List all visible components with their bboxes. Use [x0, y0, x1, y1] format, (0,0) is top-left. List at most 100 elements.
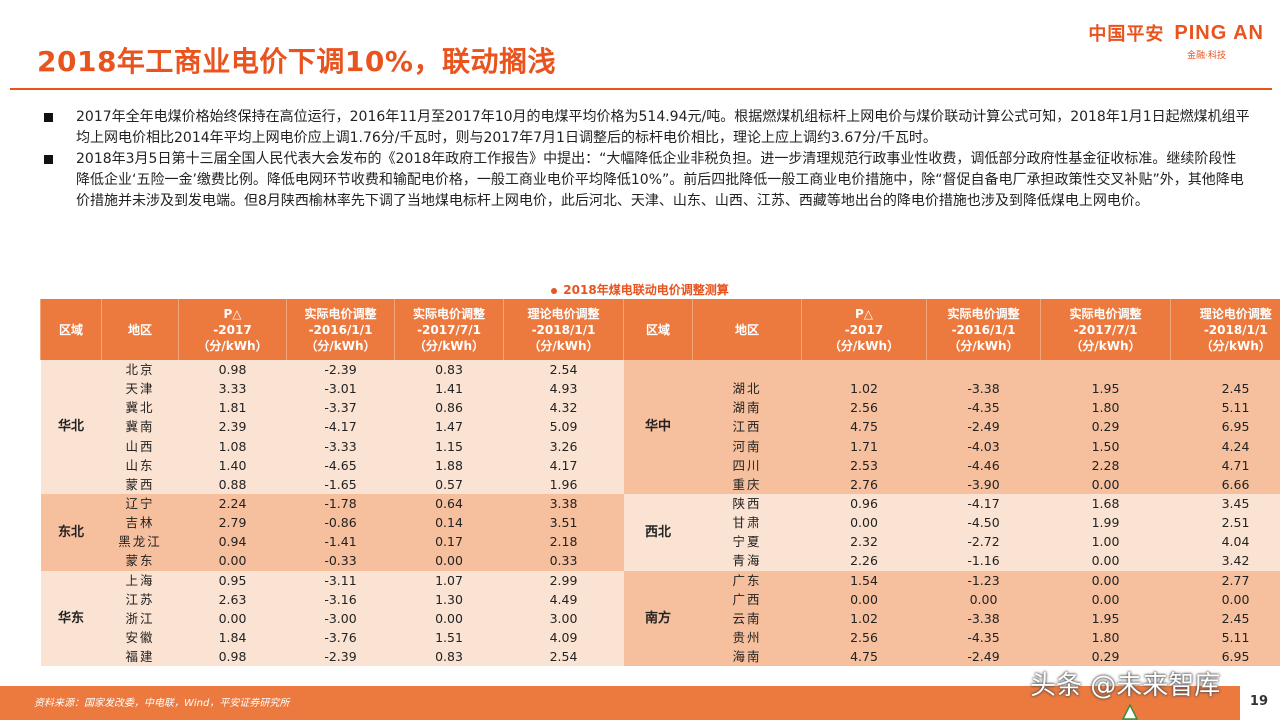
value-cell: 1.88 [394, 455, 504, 475]
value-cell: 1.99 [1040, 513, 1171, 533]
table-row: 冀南 2.39 -4.17 1.47 5.09 江西 4.75 -2.49 0.29 6.95 [41, 417, 1280, 437]
value-cell: 6.95 [1170, 417, 1280, 437]
company-logo: 中国平安 PING AN 金融·科技 [1088, 20, 1264, 62]
value-cell: 1.30 [394, 589, 504, 609]
value-cell: 1.15 [394, 436, 504, 456]
value-cell: -3.90 [926, 474, 1041, 494]
value-cell: 0.83 [394, 360, 504, 380]
value-cell: 0.00 [178, 551, 287, 571]
value-cell: 2.45 [1170, 608, 1280, 628]
value-cell: 3.45 [1170, 493, 1280, 514]
area-cell: 安徽 [101, 627, 179, 648]
table-title: 2018年煤电联动电价调整测算 [0, 281, 1280, 298]
empty-cell [1040, 360, 1171, 380]
region-cell: 东北 [40, 493, 102, 571]
value-cell: 2.54 [503, 360, 624, 380]
value-cell: 1.47 [394, 417, 504, 437]
value-cell: 5.11 [1170, 627, 1280, 648]
table-row: 蒙东 0.00 -0.33 0.00 0.33 青海 2.26 -1.16 0.00 3.42 [41, 551, 1280, 571]
bullet-item: 2017年全年电煤价格始终保持在高位运行，2016年11月至2017年10月的电… [44, 107, 1250, 149]
value-cell: -4.65 [286, 455, 395, 475]
value-cell: 0.00 [1040, 551, 1171, 571]
value-cell: -2.39 [286, 360, 395, 380]
empty-cell [1170, 360, 1280, 380]
value-cell: -2.72 [926, 532, 1041, 552]
area-cell: 重庆 [692, 474, 802, 494]
value-cell: 2.18 [503, 532, 624, 552]
logo-en: PING AN [1174, 21, 1264, 44]
area-cell: 云南 [692, 608, 802, 628]
bullet-list: 2017年全年电煤价格始终保持在高位运行，2016年11月至2017年10月的电… [44, 107, 1250, 212]
bullet-item: 2018年3月5日第十三届全国人民代表大会发布的《2018年政府工作报告》中提出… [44, 149, 1250, 212]
value-cell: 6.66 [1170, 474, 1280, 494]
value-cell: 1.96 [503, 474, 624, 494]
value-cell: 0.96 [801, 493, 927, 514]
value-cell: 4.24 [1170, 436, 1280, 456]
region-cell: 华北 [40, 360, 102, 494]
table-row: 黑龙江 0.94 -1.41 0.17 2.18 宁夏 2.32 -2.72 1.00 4.04 [41, 532, 1280, 552]
value-cell: 1.07 [394, 570, 504, 590]
value-cell: 2.56 [801, 398, 927, 418]
value-cell: -1.65 [286, 474, 395, 494]
value-cell: 0.00 [178, 608, 287, 628]
header-theory-2018: 理论电价调整 -2018/1/1 （分/kWh） [503, 299, 624, 360]
area-cell: 广西 [692, 589, 802, 609]
table-row: 吉林 2.79 -0.86 0.14 3.51 甘肃 0.00 -4.50 1.99 2.51 [41, 513, 1280, 533]
area-cell: 蒙东 [101, 551, 179, 571]
value-cell: 0.00 [1170, 589, 1280, 609]
value-cell: -1.23 [926, 570, 1041, 590]
value-cell: -4.17 [286, 417, 395, 437]
value-cell: 0.00 [801, 589, 927, 609]
area-cell: 冀北 [101, 398, 179, 418]
page-number: 19 [1249, 694, 1268, 709]
value-cell: 1.95 [1040, 608, 1171, 628]
value-cell: 5.09 [503, 417, 624, 437]
value-cell: 0.83 [394, 647, 504, 667]
area-cell: 甘肃 [692, 513, 802, 533]
value-cell: 2.99 [503, 570, 624, 590]
value-cell: 0.95 [178, 570, 287, 590]
bullet-square-icon [44, 113, 53, 122]
value-cell: 0.00 [1040, 570, 1171, 590]
header-adj-2017: 实际电价调整 -2017/7/1 （分/kWh） [1040, 299, 1171, 360]
value-cell: 0.00 [926, 589, 1041, 609]
bullet-dot-icon [551, 287, 558, 294]
title-divider [10, 88, 1272, 90]
value-cell: 4.04 [1170, 532, 1280, 552]
value-cell: 2.76 [801, 474, 927, 494]
value-cell: -3.16 [286, 589, 395, 609]
value-cell: -4.17 [926, 493, 1041, 514]
value-cell: 4.49 [503, 589, 624, 609]
value-cell: -2.49 [926, 647, 1041, 667]
area-cell: 辽宁 [101, 493, 179, 514]
region-cell: 西北 [623, 493, 693, 571]
value-cell: 1.95 [1040, 379, 1171, 399]
value-cell: -3.37 [286, 398, 395, 418]
value-cell: 4.32 [503, 398, 624, 418]
value-cell: 0.00 [1040, 474, 1171, 494]
value-cell: 1.68 [1040, 493, 1171, 514]
table-row: 安徽 1.84 -3.76 1.51 4.09 贵州 2.56 -4.35 1.80 5.11 [41, 627, 1280, 648]
table-row: 东北 辽宁 2.24 -1.78 0.64 3.38 西北 陕西 0.96 -4.17 1.68 3.… [40, 493, 1280, 571]
table-body: 华北 北京 0.98 -2.39 0.83 2.54 华中 天津 3.33 -3.01 1.41 4.… [40, 360, 1280, 667]
value-cell: 4.75 [801, 647, 927, 667]
area-cell: 蒙西 [101, 474, 179, 494]
area-cell: 冀南 [101, 417, 179, 437]
value-cell: 1.81 [178, 398, 287, 418]
watermark: 头条 @未来智库 [1030, 671, 1221, 701]
page-title: 2018年工商业电价下调10%，联动搁浅 [37, 45, 556, 78]
value-cell: 1.02 [801, 379, 927, 399]
area-cell: 贵州 [692, 627, 802, 648]
footer-bar [0, 686, 1240, 720]
bullet-text: 2017年全年电煤价格始终保持在高位运行，2016年11月至2017年10月的电… [76, 109, 1250, 146]
region-cell: 华东 [40, 570, 102, 667]
area-cell: 广东 [692, 570, 802, 590]
value-cell: 2.79 [178, 513, 287, 533]
value-cell: 4.93 [503, 379, 624, 399]
data-table: 区域 地区 P△ -2017 （分/kWh） 实际电价调整 -2016/1/1 （分/k… [40, 299, 1280, 667]
value-cell: -1.41 [286, 532, 395, 552]
value-cell: 2.56 [801, 627, 927, 648]
table-title-text: 2018年煤电联动电价调整测算 [563, 283, 729, 297]
value-cell: 0.17 [394, 532, 504, 552]
value-cell: -4.35 [926, 398, 1041, 418]
